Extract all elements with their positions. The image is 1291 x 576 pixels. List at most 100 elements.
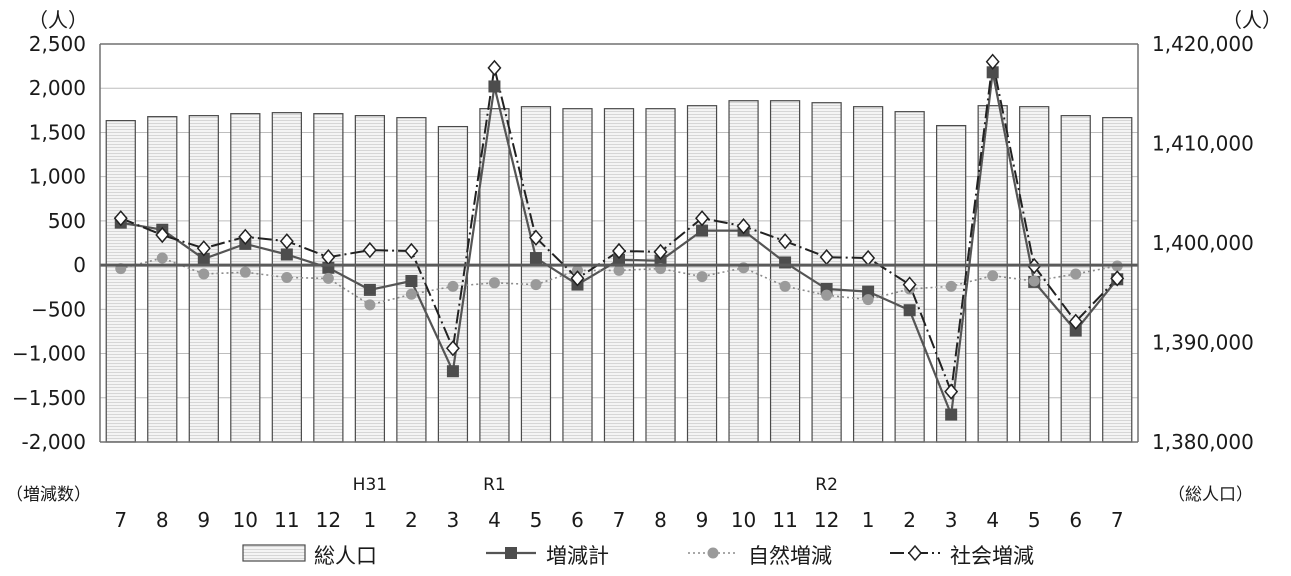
right-tick-label: 1,390,000: [1152, 331, 1254, 355]
year-label: R1: [483, 475, 506, 495]
left-tick-label: 2,000: [29, 76, 86, 100]
population-bar: [852, 106, 884, 443]
total-change-point: [363, 283, 376, 296]
natural-change-point: [779, 280, 791, 292]
population-bar: [811, 102, 842, 443]
social-change-point: [736, 218, 751, 235]
left-tick-label: 0: [73, 253, 86, 277]
legend-label: 増減計: [546, 544, 609, 568]
social-change-point: [695, 210, 710, 227]
category-label: 1: [364, 508, 377, 532]
category-label: 6: [1069, 508, 1082, 532]
right-side-label: （総人口）: [1168, 485, 1253, 505]
social-change-point: [1068, 313, 1083, 330]
category-label: 1: [862, 508, 875, 532]
population-bar: [645, 108, 676, 443]
left-unit-label: （人）: [28, 8, 88, 32]
total-change-point: [405, 275, 418, 288]
social-change-point: [155, 226, 170, 244]
total-change-point: [197, 252, 210, 265]
social-change-point: [653, 243, 668, 260]
total-change-point: [613, 253, 625, 266]
category-label: 5: [530, 508, 543, 532]
category-label: 7: [613, 508, 626, 532]
right-tick-label: 1,420,000: [1152, 32, 1254, 56]
change-lines: [113, 53, 1125, 421]
natural-change-point: [530, 279, 542, 291]
left-tick-label: -2,000: [22, 430, 86, 454]
left-tick-label: 2,500: [29, 32, 86, 56]
year-label: H31: [353, 475, 387, 495]
natural-change-point: [281, 271, 293, 283]
total-change-point: [529, 252, 542, 265]
population-bar: [769, 100, 801, 443]
population-bar: [520, 106, 552, 443]
total-change-point: [862, 285, 875, 298]
natural-change-point: [987, 270, 999, 282]
category-label: 10: [233, 508, 258, 532]
left-tick-label: 500: [48, 209, 86, 233]
social-change-point: [487, 59, 502, 77]
social-change-point: [778, 233, 793, 250]
total-change-point: [779, 256, 792, 269]
social-change-point: [902, 276, 917, 293]
total-change-point: [1069, 324, 1082, 337]
social-change-point: [944, 383, 959, 400]
legend-label: 総人口: [314, 544, 377, 568]
natural-change-point: [1070, 268, 1082, 280]
category-label: 8: [156, 508, 169, 532]
social-change-point: [570, 270, 585, 287]
category-label: 4: [986, 508, 999, 532]
category-label: 6: [571, 508, 584, 532]
natural-change-point: [405, 288, 417, 300]
social-change-point: [1110, 270, 1125, 287]
legend-marker: [505, 547, 517, 559]
category-label: 11: [772, 508, 797, 532]
category-label: 11: [274, 508, 299, 532]
left-tick-label: −1,000: [12, 342, 86, 366]
category-label: 3: [447, 508, 460, 532]
natural-change-point: [862, 294, 874, 306]
natural-change-point: [239, 266, 251, 278]
category-label: 7: [114, 508, 127, 532]
population-bar: [230, 113, 261, 443]
category-label: 12: [814, 508, 839, 532]
population-bar: [1019, 106, 1050, 443]
category-label: 4: [488, 508, 501, 532]
population-bars: [105, 100, 1133, 443]
social-change-point: [404, 242, 419, 260]
legend-marker: [908, 544, 922, 562]
population-bar: [603, 108, 635, 443]
legend: 総人口 増減計 自然増減 社会増減: [242, 544, 1034, 568]
total-change-point: [280, 248, 293, 261]
left-side-label: （増減数）: [6, 485, 91, 505]
social-change-point: [113, 210, 128, 227]
right-tick-label: 1,380,000: [1152, 430, 1254, 454]
natural-change-point: [945, 280, 957, 292]
category-label: 9: [696, 508, 709, 532]
natural-change-point: [821, 289, 833, 301]
total-change-point: [986, 66, 999, 79]
category-label: 2: [903, 508, 916, 532]
natural-change-point: [364, 299, 376, 311]
total-change-point: [945, 408, 958, 421]
population-bar: [354, 115, 386, 443]
social-change-point: [528, 229, 543, 246]
legend-marker: [707, 547, 719, 559]
axis-labels: 2,500 2,000 1,500 1,000 500 0 −500 −1,000 −1,500…: [6, 8, 1282, 532]
axes: [99, 43, 1139, 443]
natural-change-point: [488, 277, 500, 289]
total-change-point: [488, 80, 501, 93]
total-change-point: [696, 224, 709, 237]
category-label: 12: [316, 508, 341, 532]
left-tick-label: 1,000: [29, 165, 86, 189]
right-unit-label: （人）: [1222, 8, 1282, 32]
category-label: 10: [731, 508, 756, 532]
legend-swatch-population: [242, 544, 306, 562]
social-change-point: [279, 233, 294, 250]
natural-change-point: [696, 271, 708, 283]
legend-label: 自然増減: [748, 544, 832, 568]
social-change-point: [362, 241, 377, 259]
natural-change-point: [156, 252, 168, 264]
category-label: 7: [1111, 508, 1124, 532]
